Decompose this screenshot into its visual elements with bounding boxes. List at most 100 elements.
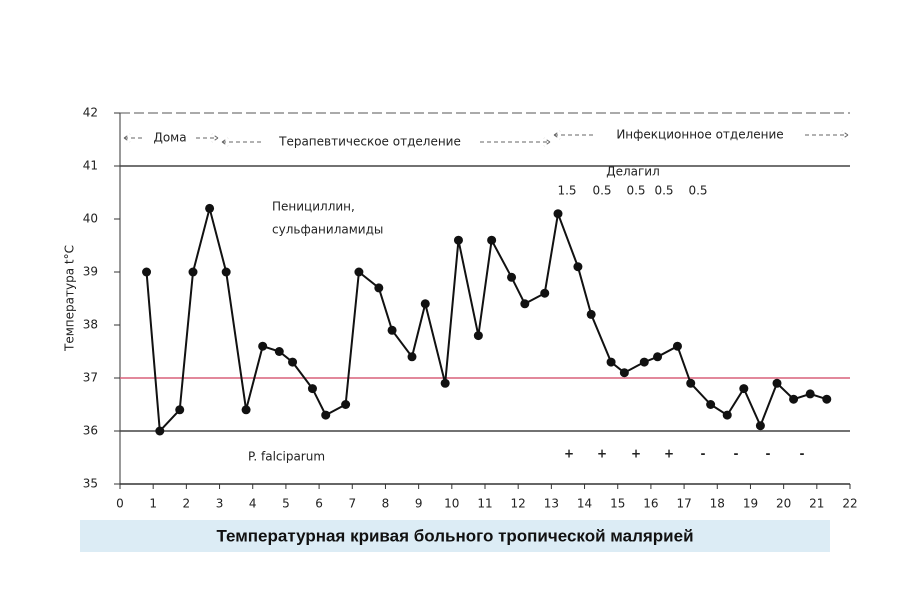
y-tick-label: 41: [83, 159, 98, 173]
period-arrows: [123, 130, 849, 147]
dose-label: 0.5: [688, 184, 707, 198]
x-tick-label: 0: [116, 497, 124, 511]
finding-label: -: [734, 447, 739, 461]
x-tick-label: 21: [809, 497, 824, 511]
x-tick-label: 9: [415, 497, 423, 511]
finding-label: -: [766, 447, 771, 461]
finding-label: +: [664, 447, 674, 461]
point: [188, 267, 198, 277]
x-tick-label: 2: [183, 497, 191, 511]
x-tick-label: 19: [743, 497, 758, 511]
point: [142, 267, 152, 277]
y-tick-label: 36: [83, 424, 98, 438]
point: [553, 209, 563, 219]
x-tick-label: 8: [382, 497, 390, 511]
point: [772, 378, 782, 388]
x-tick-label: 6: [315, 497, 323, 511]
finding-label: +: [631, 447, 641, 461]
dose-label: 1.5: [557, 184, 576, 198]
x-tick-label: 12: [511, 497, 526, 511]
x-tick-label: 7: [348, 497, 356, 511]
treatment-label: сульфаниламиды: [272, 223, 383, 237]
y-tick-label: 39: [83, 265, 98, 279]
finding-label: -: [701, 447, 706, 461]
point: [155, 426, 165, 436]
y-tick-label: 40: [83, 212, 98, 226]
point: [586, 309, 596, 319]
arrow: [480, 137, 551, 147]
x-tick-label: 1: [149, 497, 157, 511]
point: [258, 341, 268, 351]
finding-label: -: [800, 447, 805, 461]
y-tick-label: 35: [83, 477, 98, 491]
y-axis-label: Температура t°C: [63, 245, 77, 352]
y-tick-label: 38: [83, 318, 98, 332]
x-tick-label: 4: [249, 497, 257, 511]
x-tick-label: 13: [544, 497, 559, 511]
point: [341, 400, 351, 409]
point: [755, 421, 765, 431]
point: [473, 331, 483, 341]
arrow: [805, 130, 849, 140]
point: [407, 352, 417, 362]
point: [619, 368, 629, 378]
arrow: [123, 133, 145, 143]
finding-label: +: [597, 447, 607, 461]
point: [507, 272, 517, 282]
point: [573, 262, 583, 272]
pathogen-label: P. falciparum: [248, 450, 325, 464]
x-tick-label: 17: [676, 497, 691, 511]
period-label: Терапевтическое отделение: [278, 135, 461, 149]
x-tick-label: 10: [444, 497, 459, 511]
x-tick-label: 3: [216, 497, 224, 511]
title-background: [80, 520, 830, 552]
period-label: Дома: [153, 131, 186, 145]
point: [606, 357, 616, 367]
x-tick-label: 16: [643, 497, 658, 511]
point: [453, 235, 463, 245]
x-tick-label: 5: [282, 497, 290, 511]
arrow: [221, 137, 262, 147]
point: [520, 299, 530, 309]
point: [321, 410, 331, 420]
point: [288, 357, 298, 367]
point: [639, 357, 649, 367]
dose-label: 0.5: [626, 184, 645, 198]
point: [307, 384, 317, 394]
point: [221, 267, 231, 277]
point: [672, 341, 682, 351]
point: [789, 394, 799, 404]
x-tick-label: 20: [776, 497, 791, 511]
drug-label: Делагил: [606, 165, 660, 179]
period-label: Инфекционное отделение: [616, 128, 783, 142]
point: [387, 325, 397, 335]
finding-label: +: [564, 447, 574, 461]
point: [805, 389, 815, 399]
y-tick-label: 42: [83, 106, 98, 120]
point: [274, 347, 284, 356]
x-tick-label: 22: [842, 497, 857, 511]
point: [487, 235, 497, 245]
point: [374, 283, 384, 293]
x-tick-label: 15: [610, 497, 625, 511]
chart-title: Температурная кривая больного тропическо…: [216, 526, 693, 545]
x-tick-label: 14: [577, 497, 592, 511]
point: [653, 352, 663, 362]
point: [175, 405, 185, 415]
dose-label: 0.5: [654, 184, 673, 198]
point: [205, 203, 215, 213]
point: [241, 405, 251, 415]
temperature-line: [145, 204, 828, 434]
y-tick-label: 37: [83, 371, 98, 385]
point: [440, 378, 450, 388]
point: [686, 378, 696, 388]
point: [354, 267, 364, 277]
point: [722, 410, 732, 420]
point: [420, 299, 430, 309]
x-tick-label: 11: [477, 497, 492, 511]
point: [739, 384, 749, 394]
x-tick-label: 18: [710, 497, 725, 511]
arrow: [553, 130, 595, 140]
treatment-label: Пенициллин,: [272, 200, 355, 214]
